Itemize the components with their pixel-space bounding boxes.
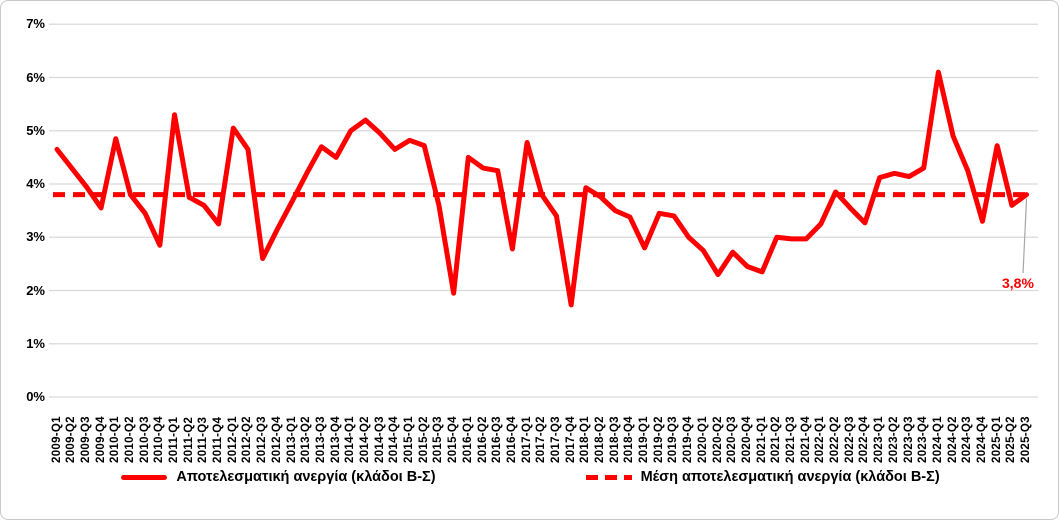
dashed-line-swatch-icon	[585, 474, 632, 480]
x-tick-label: 2013-Q2	[300, 416, 313, 463]
solid-line-swatch-icon	[121, 474, 168, 480]
x-tick-label: 2017-Q2	[535, 416, 548, 463]
x-tick-label: 2009-Q2	[65, 416, 78, 463]
x-tick-label: 2010-Q1	[109, 416, 122, 463]
x-tick-label: 2024-Q3	[961, 416, 974, 463]
x-tick-label: 2018-Q3	[608, 416, 621, 463]
x-tick-label: 2016-Q2	[476, 416, 489, 463]
x-tick-label: 2020-Q2	[711, 416, 724, 463]
x-tick-label: 2012-Q4	[270, 416, 283, 463]
x-tick-label: 2023-Q1	[873, 416, 886, 463]
x-tick-label: 2019-Q3	[667, 416, 680, 463]
x-tick-label: 2011-Q1	[168, 416, 181, 463]
x-tick-label: 2011-Q3	[197, 416, 210, 463]
x-tick-label: 2012-Q2	[241, 416, 254, 463]
x-tick-label: 2019-Q2	[652, 416, 665, 463]
x-tick-label: 2021-Q2	[770, 416, 783, 463]
y-tick-label: 7%	[26, 16, 45, 32]
y-tick-label: 4%	[26, 176, 45, 191]
y-tick-label: 1%	[26, 335, 45, 351]
x-tick-label: 2020-Q3	[726, 416, 739, 463]
x-tick-label: 2015-Q1	[403, 416, 416, 463]
x-tick-label: 2023-Q2	[887, 416, 900, 463]
x-tick-label: 2010-Q4	[153, 416, 166, 463]
legend-item-mean-unemployment: Μέση αποτελεσματική ανεργία (κλάδοι Β-Σ)	[585, 469, 940, 485]
x-tick-label: 2015-Q2	[417, 416, 430, 463]
x-tick-label: 2009-Q1	[50, 416, 63, 463]
x-tick-label: 2023-Q3	[902, 416, 915, 463]
x-tick-label: 2018-Q2	[594, 416, 607, 463]
x-tick-label: 2022-Q3	[843, 416, 856, 463]
y-tick-label: 5%	[26, 122, 45, 138]
x-tick-label: 2021-Q4	[799, 416, 812, 463]
x-tick-label: 2019-Q1	[638, 416, 651, 463]
x-tick-label: 2014-Q1	[344, 416, 357, 463]
x-tick-label: 2015-Q3	[432, 416, 445, 463]
x-tick-label: 2014-Q3	[373, 416, 386, 463]
x-tick-label: 2010-Q3	[138, 416, 151, 463]
x-tick-label: 2013-Q4	[329, 416, 342, 463]
legend-label-effective-unemployment: Αποτελεσματική ανεργία (κλάδοι Β-Σ)	[176, 469, 436, 485]
x-tick-label: 2009-Q3	[79, 416, 92, 463]
series-line	[54, 69, 1030, 308]
legend: Αποτελεσματική ανεργία (κλάδοι Β-Σ) Μέση…	[1, 469, 1058, 485]
x-tick-label: 2009-Q4	[94, 416, 107, 463]
x-tick-label: 2016-Q1	[461, 416, 474, 463]
x-tick-label: 2020-Q4	[740, 416, 753, 463]
x-tick-label: 2012-Q1	[226, 416, 239, 463]
x-tick-label: 2014-Q2	[358, 416, 371, 463]
x-tick-label: 2025-Q3	[1020, 416, 1033, 463]
x-tick-label: 2025-Q1	[990, 416, 1003, 463]
x-tick-label: 2017-Q3	[549, 416, 562, 463]
y-tick-label: 3%	[26, 229, 45, 245]
y-tick-label: 0%	[26, 389, 45, 404]
x-tick-label: 2024-Q4	[975, 416, 988, 463]
x-tick-label: 2011-Q2	[182, 416, 195, 463]
x-tick-label: 2011-Q4	[212, 416, 225, 463]
x-tick-label: 2020-Q1	[696, 416, 709, 463]
x-tick-label: 2018-Q1	[579, 416, 592, 463]
legend-item-effective-unemployment: Αποτελεσματική ανεργία (κλάδοι Β-Σ)	[121, 469, 436, 485]
x-tick-label: 2013-Q3	[314, 416, 327, 463]
x-tick-label: 2017-Q1	[520, 416, 533, 463]
x-tick-label: 2018-Q4	[623, 416, 636, 463]
x-tick-label: 2024-Q2	[946, 416, 959, 463]
x-tick-label: 2010-Q2	[123, 416, 136, 463]
x-tick-label: 2023-Q4	[917, 416, 930, 463]
x-tick-label: 2013-Q1	[285, 416, 298, 463]
x-tick-label: 2022-Q2	[829, 416, 842, 463]
x-tick-label: 2014-Q4	[388, 416, 401, 463]
x-tick-label: 2012-Q3	[256, 416, 269, 463]
x-tick-label: 2022-Q4	[858, 416, 871, 463]
x-tick-label: 2021-Q3	[785, 416, 797, 463]
y-tick-label: 6%	[26, 69, 45, 85]
x-tick-label: 2022-Q1	[814, 416, 827, 463]
legend-label-mean-unemployment: Μέση αποτελεσματική ανεργία (κλάδοι Β-Σ)	[640, 469, 940, 485]
x-tick-label: 2025-Q2	[1005, 416, 1018, 463]
x-tick-label: 2015-Q4	[447, 416, 460, 463]
annotation-leader-line	[1022, 198, 1028, 274]
x-tick-label: 2019-Q4	[682, 416, 695, 463]
x-tick-label: 2016-Q3	[491, 416, 504, 463]
x-tick-label: 2021-Q1	[755, 416, 768, 463]
x-tick-label: 2016-Q4	[505, 416, 518, 463]
x-tick-label: 2017-Q4	[564, 416, 577, 463]
y-tick-label: 2%	[26, 282, 45, 298]
x-tick-label: 2024-Q1	[931, 416, 944, 463]
last-value-label: 3,8%	[1002, 275, 1034, 291]
